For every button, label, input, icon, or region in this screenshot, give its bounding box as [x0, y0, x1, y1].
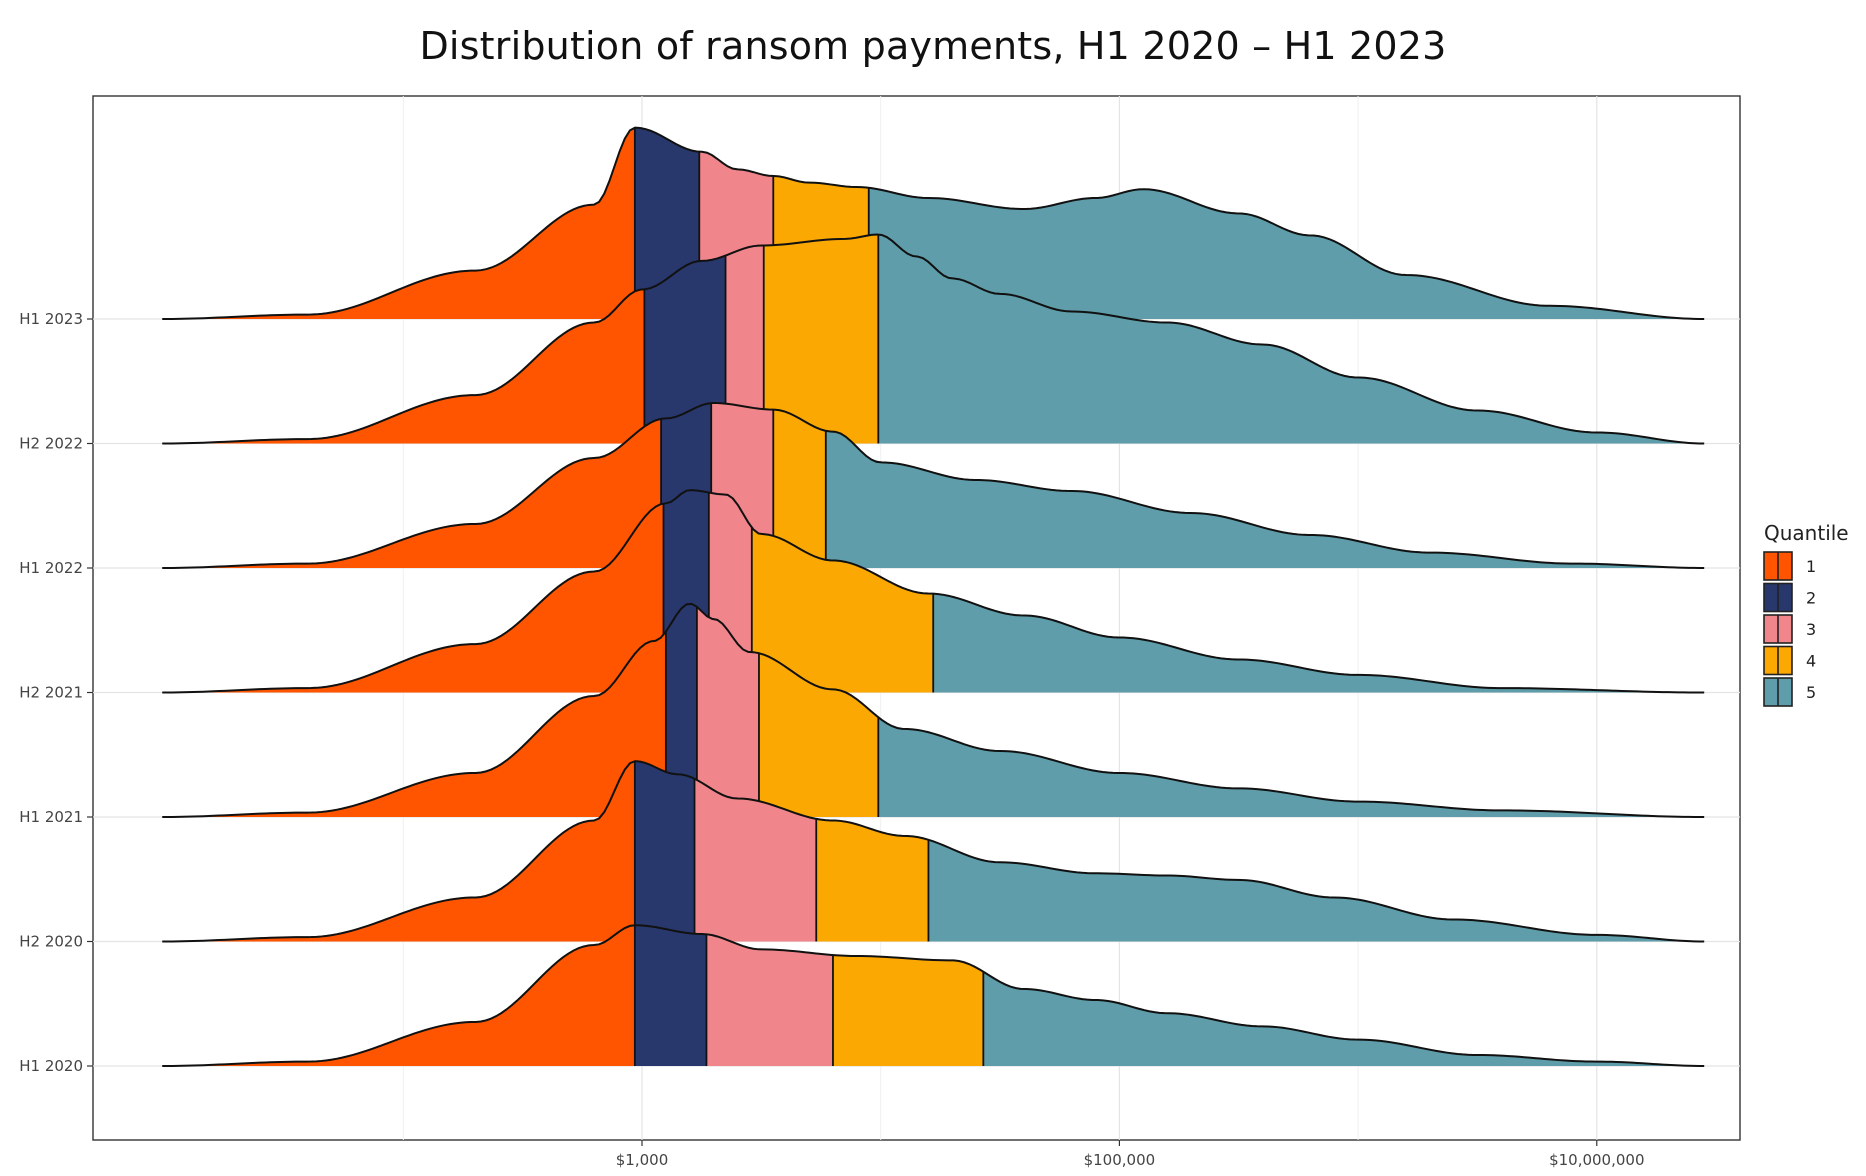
quantile-2-area — [634, 925, 707, 1066]
chart-title: Distribution of ransom payments, H1 2020… — [419, 24, 1447, 68]
density-outline — [162, 489, 1705, 694]
x-tick-label: $100,000 — [1084, 1151, 1156, 1169]
quantile-3-area — [694, 778, 817, 942]
density-outline — [162, 602, 1705, 818]
quantile-3-area — [696, 606, 759, 817]
quantile-3-area — [706, 934, 833, 1066]
quantile-2-area — [644, 255, 726, 444]
quantile-5-area — [878, 234, 1705, 444]
density-outline — [162, 126, 1705, 320]
legend-label: 4 — [1806, 652, 1816, 671]
quantile-4-area — [816, 818, 929, 942]
quantile-2-area — [665, 603, 697, 817]
legend-item: 2 — [1763, 582, 1816, 613]
quantile-4-area — [751, 527, 934, 693]
quantile-5-area — [825, 430, 1705, 568]
quantile-4-area — [763, 234, 879, 444]
legend-item: 4 — [1763, 645, 1816, 676]
legend-label: 2 — [1806, 589, 1816, 608]
quantile-4-area — [773, 409, 826, 568]
x-axis: $1,000 $100,000 $10,000,000 — [616, 1140, 1645, 1169]
density-outline — [162, 402, 1705, 569]
ridges — [162, 126, 1705, 1067]
quantile-1-area — [162, 631, 666, 817]
quantile-1-area — [162, 503, 664, 693]
quantile-1-area — [162, 127, 635, 319]
quantile-1-area — [162, 418, 662, 568]
quantile-4-area — [832, 955, 984, 1066]
y-tick-label: H1 2020 — [19, 1057, 83, 1075]
x-tick-label: $10,000,000 — [1549, 1151, 1644, 1169]
y-tick-label: H1 2021 — [19, 808, 83, 826]
quantile-1-area — [162, 289, 645, 444]
quantile-5-area — [878, 717, 1705, 817]
density-outline — [162, 924, 1705, 1067]
ridge-h1-2022 — [162, 402, 1705, 569]
quantile-1-area — [162, 925, 635, 1066]
legend-title: Quantile — [1764, 521, 1849, 545]
ridge-h1-2023 — [162, 126, 1705, 320]
y-axis: H1 2023 H2 2022 H1 2022 H2 2021 H1 2021 H2 20… — [19, 310, 93, 1075]
legend-item: 5 — [1763, 677, 1816, 707]
density-outline — [162, 233, 1705, 445]
ridge-h1-2021 — [162, 602, 1705, 818]
x-tick-label: $1,000 — [616, 1151, 669, 1169]
y-tick-label: H1 2022 — [19, 559, 83, 577]
y-tick-label: H2 2022 — [19, 435, 83, 453]
y-tick-label: H1 2023 — [19, 310, 83, 328]
quantile-3-area — [725, 245, 764, 444]
quantile-5-area — [983, 971, 1705, 1066]
quantile-5-area — [868, 187, 1705, 319]
quantile-5-area — [928, 839, 1705, 942]
legend-item: 1 — [1763, 551, 1816, 581]
ridge-h1-2020 — [162, 924, 1705, 1067]
y-tick-label: H2 2021 — [19, 684, 83, 702]
y-tick-label: H2 2020 — [19, 933, 83, 951]
legend-label: 5 — [1806, 683, 1816, 702]
legend-label: 1 — [1806, 557, 1816, 576]
legend: Quantile 1 2 3 4 5 — [1763, 521, 1849, 707]
legend-item: 3 — [1763, 614, 1816, 644]
quantile-1-area — [162, 761, 635, 942]
ridge-h2-2020 — [162, 760, 1705, 943]
quantile-2-area — [634, 761, 695, 942]
legend-label: 3 — [1806, 620, 1816, 639]
density-outline — [162, 760, 1705, 943]
ridge-h2-2022 — [162, 233, 1705, 445]
quantile-5-area — [933, 593, 1705, 693]
